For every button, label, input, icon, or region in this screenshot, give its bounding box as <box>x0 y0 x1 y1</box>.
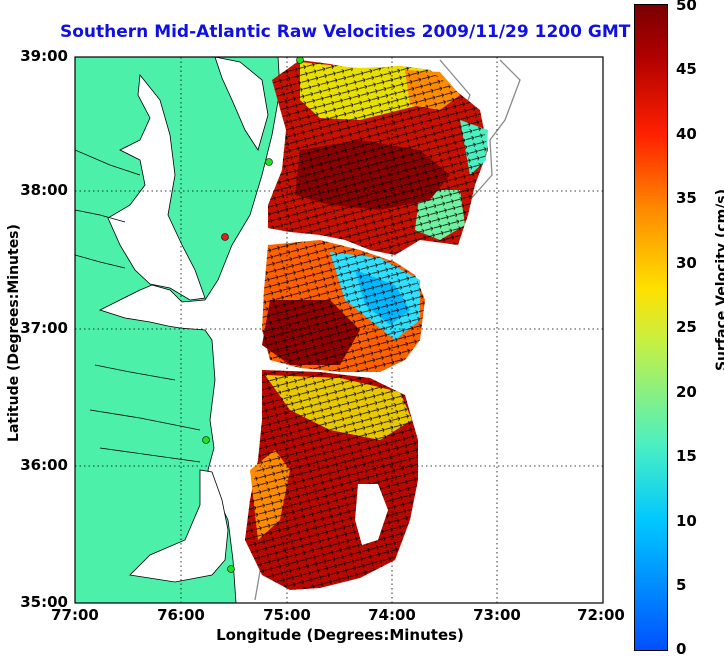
x-tick: 74:00 <box>368 606 416 624</box>
axes-frame <box>74 56 604 604</box>
chesapeake-bay <box>107 73 206 301</box>
pamlico-sound <box>129 469 229 583</box>
y-tick: 36:00 <box>20 456 68 474</box>
map-title: Southern Mid-Atlantic Raw Velocities 200… <box>60 22 631 42</box>
y-axis-label: Latitude (Degrees:Minutes) <box>6 224 22 442</box>
colorbar-tick: 15 <box>676 447 697 465</box>
velocity-field-north <box>268 60 488 255</box>
x-tick: 76:00 <box>157 606 205 624</box>
y-tick: 39:00 <box>20 47 68 65</box>
colorbar-tick: 45 <box>676 60 697 78</box>
colorbar-tick: 25 <box>676 318 697 336</box>
colorbar-tick: 40 <box>676 125 697 143</box>
colorbar-tick: 30 <box>676 254 697 272</box>
radar-stations <box>202 57 304 573</box>
rivers <box>75 149 201 463</box>
x-tick: 73:00 <box>473 606 521 624</box>
grid-lines <box>75 57 603 603</box>
colorbar-tick: 10 <box>676 512 697 530</box>
velocity-field-south <box>245 370 418 590</box>
y-tick: 35:00 <box>20 593 68 611</box>
y-tick: 37:00 <box>20 319 68 337</box>
colorbar <box>634 4 668 651</box>
x-tick: 72:00 <box>577 606 625 624</box>
colorbar-tick: 5 <box>676 576 687 594</box>
colorbar-tick: 20 <box>676 383 697 401</box>
x-axis-label: Longitude (Degrees:Minutes) <box>216 626 464 644</box>
colorbar-tick: 35 <box>676 189 697 207</box>
colorbar-tick: 0 <box>676 640 687 658</box>
x-tick: 77:00 <box>51 606 99 624</box>
velocity-field-middle <box>262 240 425 372</box>
colorbar-tick: 50 <box>676 0 697 14</box>
delaware-bay <box>214 57 269 151</box>
x-tick: 75:00 <box>263 606 311 624</box>
colorbar-label: Surface Velocity (cm/s) <box>714 188 724 372</box>
y-tick: 38:00 <box>20 181 68 199</box>
